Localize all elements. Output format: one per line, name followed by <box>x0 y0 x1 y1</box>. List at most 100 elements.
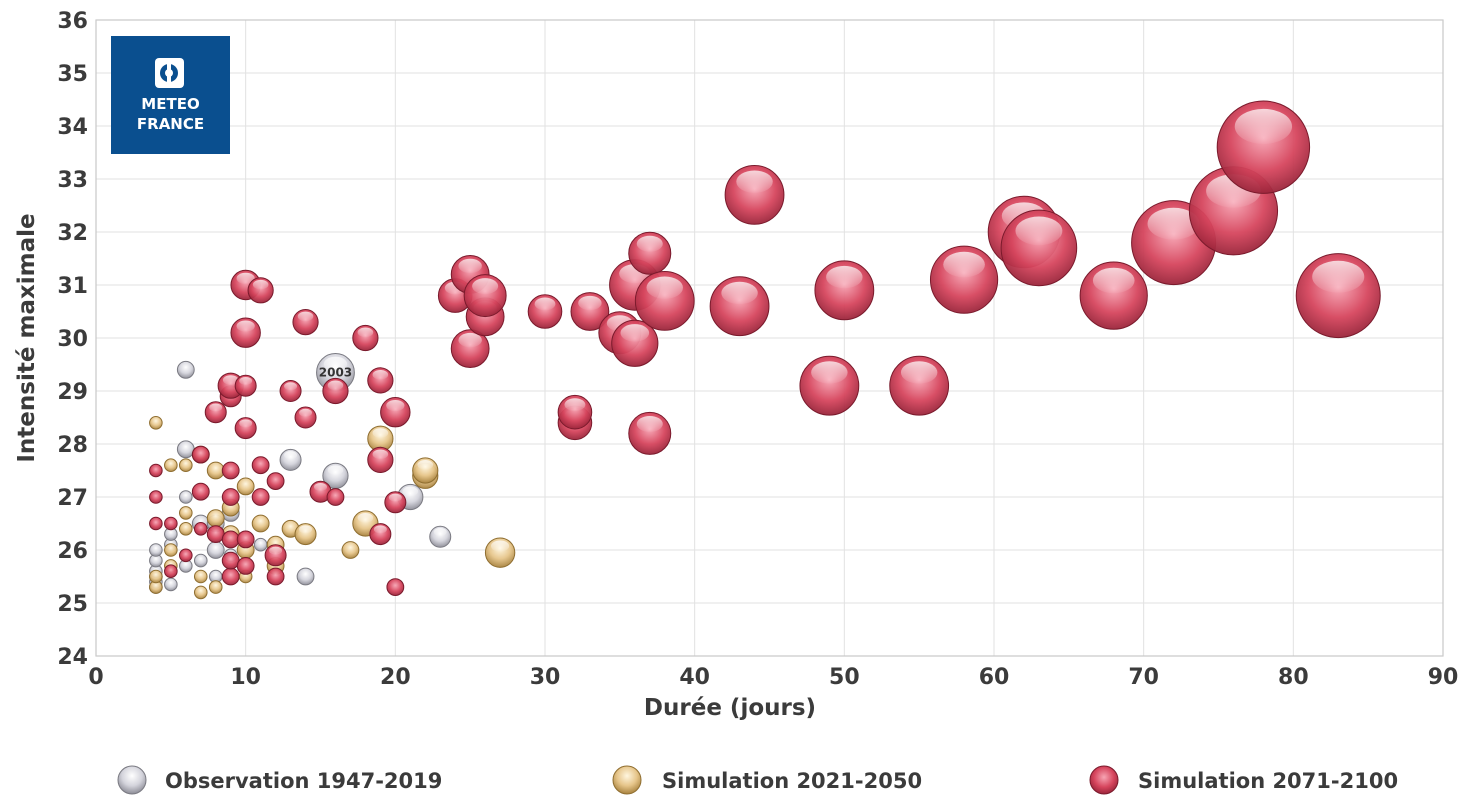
bubble-observation-disc <box>179 490 193 504</box>
bubble-simulation-2071-2100-highlight <box>458 258 482 274</box>
y-tick-label: 29 <box>57 380 88 405</box>
bubble-simulation-2071-2100-highlight <box>1092 267 1135 294</box>
bubble-simulation-2021-2050 <box>251 514 270 533</box>
bubble-simulation-2021-2050-highlight <box>299 525 313 534</box>
legend-marker-simulation-2071-2100 <box>1089 765 1119 795</box>
bubble-simulation-2021-2050 <box>208 580 223 594</box>
bubble-simulation-2071-2100-highlight <box>1015 216 1063 246</box>
bubble-simulation-2071-2100-highlight <box>388 493 402 502</box>
bubble-simulation-2021-2050 <box>206 461 225 480</box>
bubble-simulation-2071-2100 <box>251 456 270 475</box>
x-tick-label: 20 <box>380 665 411 690</box>
bubble-simulation-2021-2050-disc <box>179 522 193 536</box>
bubble-simulation-2071-2100-disc <box>164 516 178 531</box>
bubble-simulation-2071-2100 <box>221 530 240 549</box>
bubble-simulation-2071-2100-disc <box>191 482 210 501</box>
bubble-simulation-2071-2100-disc <box>164 564 178 579</box>
bubble-simulation-2021-2050-disc <box>193 585 208 600</box>
bubble-simulation-2071-2100 <box>191 445 210 464</box>
bubble-observation <box>316 353 355 392</box>
bubble-simulation-2071-2100 <box>1216 100 1311 194</box>
bubble-simulation-2021-2050 <box>164 543 178 557</box>
bubble-observation-disc <box>296 567 315 586</box>
bubble-simulation-2071-2100-highlight <box>327 380 344 391</box>
plot-area-border <box>95 19 1444 657</box>
bubble-simulation-2071-2100-highlight <box>372 449 389 460</box>
bubble-simulation-2021-2050 <box>179 506 193 520</box>
bubble-observation <box>179 490 193 504</box>
bubble-simulation-2071-2100-highlight <box>269 546 283 555</box>
bubble-simulation-2071-2100 <box>799 355 860 416</box>
bubble-simulation-2071-2100-disc <box>251 456 270 475</box>
y-tick-label: 28 <box>57 433 88 458</box>
bubble-observation-disc <box>164 577 178 592</box>
bubble-simulation-2021-2050 <box>367 425 394 452</box>
bubble-simulation-2021-2050 <box>294 523 317 546</box>
bubble-observation-highlight <box>433 528 447 537</box>
bubble-simulation-2071-2100-highlight <box>236 272 255 284</box>
bubble-simulation-2021-2050 <box>412 457 439 484</box>
bubble-observation-highlight <box>327 465 344 475</box>
bubble-observation <box>193 553 208 568</box>
legend-item-observation: Observation 1947-2019 <box>117 765 442 795</box>
bubble-simulation-2021-2050-disc <box>193 569 208 584</box>
bubble-simulation-2071-2100 <box>193 522 208 536</box>
bubble-simulation-2021-2050-highlight <box>417 460 434 470</box>
bubble-simulation-2071-2100-highlight <box>721 281 758 305</box>
bubble-simulation-2071-2100 <box>230 317 261 348</box>
x-tick-label: 40 <box>679 665 710 690</box>
bubble-simulation-2071-2100-disc <box>221 551 240 570</box>
bubble-simulation-2071-2100 <box>322 377 349 405</box>
bubble-simulation-2021-2050 <box>484 537 516 568</box>
logo-line2: FRANCE <box>137 115 204 133</box>
bubble-simulation-2071-2100 <box>724 165 785 225</box>
bubble-simulation-2071-2100 <box>386 578 405 596</box>
bubble-observation <box>176 440 195 459</box>
bubble-simulation-2071-2100 <box>929 245 999 314</box>
bubble-simulation-2021-2050 <box>149 569 163 584</box>
bubble-simulation-2071-2100 <box>236 557 255 575</box>
y-tick-label: 25 <box>57 592 88 617</box>
bubble-simulation-2071-2100 <box>611 319 659 367</box>
bubble-simulation-2071-2100-highlight <box>1312 260 1365 293</box>
bubble-simulation-2021-2050 <box>236 477 255 496</box>
tick-labels: 0 10 20 30 40 50 60 70 80 90 24 25 26 27 28 29 30 31 32 33 3… <box>57 9 1458 690</box>
bubble-simulation-2071-2100-disc <box>149 463 163 478</box>
bubble-simulation-2071-2100-disc <box>206 525 225 543</box>
bubble-simulation-2071-2100 <box>463 274 507 318</box>
bubble-simulation-2071-2100 <box>221 551 240 570</box>
bubble-simulation-2071-2100-highlight <box>299 408 313 417</box>
bubble-simulation-2071-2100 <box>221 567 240 586</box>
x-tick-label: 60 <box>979 665 1010 690</box>
bubble-simulation-2071-2100 <box>206 525 225 543</box>
bubble-simulation-2071-2100 <box>251 488 270 506</box>
bubble-simulation-2021-2050-disc <box>149 569 163 584</box>
y-tick-label: 27 <box>57 486 88 511</box>
bubble-observation <box>176 360 195 379</box>
bubble-simulation-2071-2100 <box>294 406 317 429</box>
bubble-observation <box>164 577 178 592</box>
bubble-simulation-2071-2100-disc <box>236 557 255 575</box>
bubble-simulation-2021-2050 <box>179 458 193 473</box>
bubble-simulation-2071-2100 <box>367 367 394 394</box>
bubble-observation <box>253 537 268 552</box>
bubble-simulation-2021-2050-disc <box>208 580 223 594</box>
bubble-simulation-2071-2100-highlight <box>578 295 602 311</box>
y-tick-label: 31 <box>57 274 88 299</box>
bubble-simulation-2071-2100 <box>221 461 240 480</box>
y-tick-label: 24 <box>57 645 88 670</box>
bubble-simulation-2071-2100-highlight <box>900 361 938 384</box>
bubble-simulation-2071-2100-disc <box>149 516 163 531</box>
y-tick-label: 26 <box>57 539 88 564</box>
bubble-simulation-2021-2050-disc <box>251 514 270 533</box>
bubble-simulation-2071-2100-disc <box>221 461 240 480</box>
bubble-simulation-2071-2100-disc <box>251 488 270 506</box>
bubble-simulation-2071-2100-disc <box>193 522 208 536</box>
bubble-simulation-2071-2100-highlight <box>1234 108 1293 144</box>
bubble-simulation-2071-2100 <box>221 488 240 506</box>
bubble-simulation-2071-2100-highlight <box>297 311 314 322</box>
bubble-simulation-2071-2100 <box>326 488 345 506</box>
x-tick-label: 10 <box>230 665 261 690</box>
bubble-observation-highlight <box>402 486 419 497</box>
